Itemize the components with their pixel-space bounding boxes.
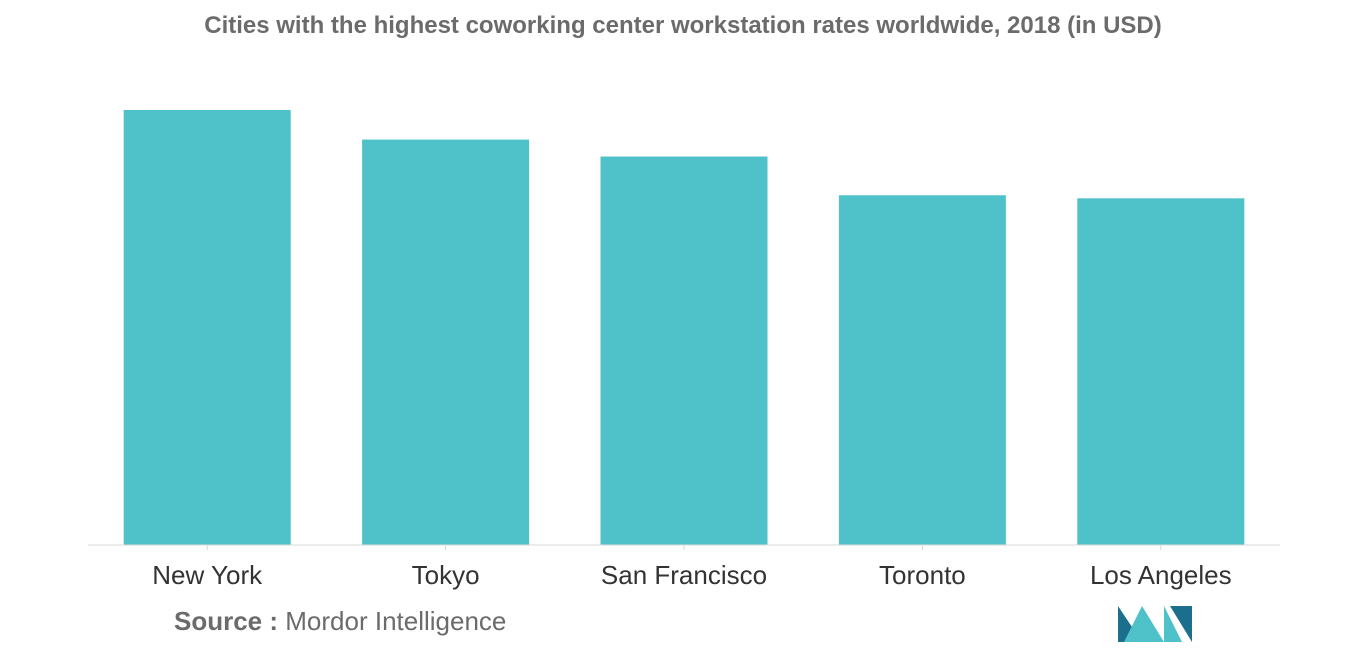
bar-san-francisco: [600, 156, 768, 546]
mordor-intelligence-logo-icon: [1118, 606, 1192, 642]
bar-tokyo: [362, 139, 530, 545]
x-tick-label: New York: [152, 560, 263, 590]
bar-los-angeles: [1077, 198, 1245, 545]
x-tick-label: Tokyo: [412, 560, 480, 590]
source-key: Source :: [174, 606, 279, 636]
x-tick-label: Toronto: [879, 560, 966, 590]
x-tick-label: Los Angeles: [1090, 560, 1232, 590]
source-value: Mordor Intelligence: [285, 606, 507, 636]
x-tick-labels-group: New York Tokyo San Francisco Toronto Los Ang…: [152, 560, 1231, 590]
bars-group: [123, 110, 1245, 546]
bar-chart: New York Tokyo San Francisco Toronto Los Ang…: [88, 110, 1280, 590]
x-tick-label: San Francisco: [601, 560, 767, 590]
bar-toronto: [838, 195, 1006, 545]
logo-mid-shape: [1124, 606, 1164, 642]
chart-title: Cities with the highest coworking center…: [204, 12, 1162, 39]
logo-right-dark-shape: [1170, 606, 1192, 642]
bar-new-york: [123, 110, 291, 545]
source-note: Source : Mordor Intelligence: [174, 606, 506, 637]
logo-right-light-shape: [1164, 606, 1182, 642]
x-ticks-group: [206, 545, 1162, 550]
